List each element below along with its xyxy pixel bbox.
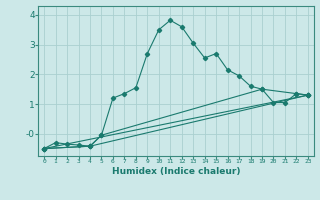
X-axis label: Humidex (Indice chaleur): Humidex (Indice chaleur) — [112, 167, 240, 176]
